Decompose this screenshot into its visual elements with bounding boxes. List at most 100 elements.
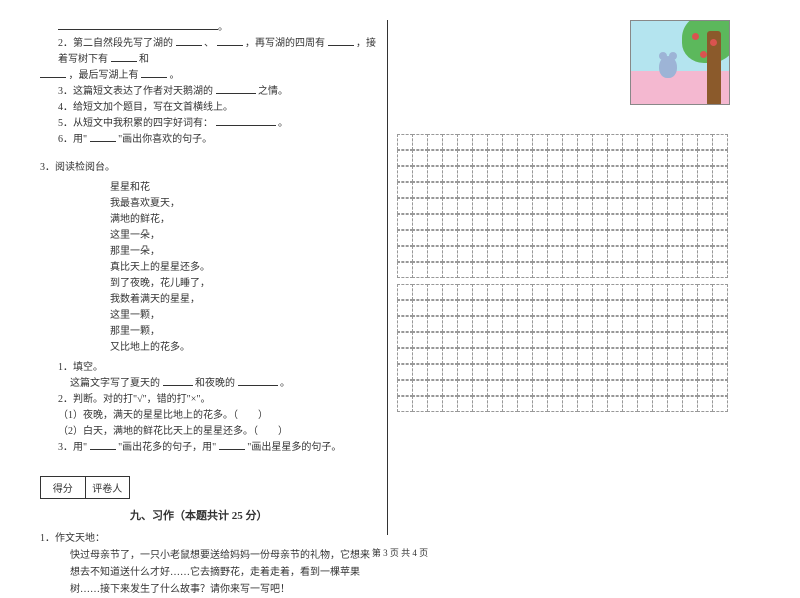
q6-line: 6．用" "画出你喜欢的句子。	[40, 132, 377, 148]
grid-row	[398, 151, 770, 167]
q5-end: 。	[278, 118, 288, 129]
grid-cell	[547, 134, 563, 150]
score-cell-1: 得分	[41, 477, 86, 498]
grid-cell	[532, 134, 548, 150]
grid-cell	[412, 316, 428, 332]
grid-cell	[397, 284, 413, 300]
grid-cell	[487, 364, 503, 380]
sub1-blank-2	[238, 376, 278, 386]
grid-cell	[517, 332, 533, 348]
grid-cell	[532, 230, 548, 246]
sub2-label: 2．判断。对的打"√"，错的打"×"。	[40, 392, 377, 408]
writing-grid-block-1	[398, 135, 770, 279]
grid-cell	[697, 214, 713, 230]
grid-cell	[637, 230, 653, 246]
sub3-c: "画出星星多的句子。	[247, 442, 341, 453]
grid-cell	[412, 166, 428, 182]
grid-cell	[667, 332, 683, 348]
grid-row	[398, 263, 770, 279]
grid-cell	[562, 332, 578, 348]
sub1-end: 。	[280, 378, 290, 389]
grid-cell	[532, 246, 548, 262]
grid-cell	[532, 300, 548, 316]
sub2-item: （2）白天，满地的鲜花比天上的星星还多。（ ）	[40, 424, 377, 440]
section-9-title: 九、习作（本题共计 25 分）	[40, 507, 377, 523]
reading-label: 3．阅读检阅台。	[40, 160, 377, 176]
grid-cell	[577, 214, 593, 230]
grid-cell	[577, 246, 593, 262]
grid-cell	[607, 262, 623, 278]
left-column: 。 2．第二自然段先写了湖的 、 ，再写湖的四周有 ，接着写树下有 和 ，最后写…	[40, 20, 388, 535]
grid-cell	[712, 284, 728, 300]
apple-icon	[710, 39, 717, 46]
grid-cell	[652, 332, 668, 348]
grid-cell	[427, 198, 443, 214]
grid-cell	[532, 150, 548, 166]
grid-cell	[652, 284, 668, 300]
grid-cell	[607, 246, 623, 262]
grid-cell	[592, 150, 608, 166]
grid-cell	[592, 134, 608, 150]
grid-cell	[622, 150, 638, 166]
grid-cell	[607, 332, 623, 348]
grid-cell	[577, 396, 593, 412]
grid-cell	[442, 380, 458, 396]
q3-text: 3．这篇短文表达了作者对天鹅湖的	[58, 86, 213, 97]
grid-cell	[412, 380, 428, 396]
grid-cell	[652, 364, 668, 380]
grid-cell	[562, 380, 578, 396]
poem-title: 星星和花	[40, 180, 377, 196]
grid-cell	[712, 166, 728, 182]
grid-cell	[442, 316, 458, 332]
grid-cell	[562, 348, 578, 364]
grid-row	[398, 183, 770, 199]
grid-cell	[667, 396, 683, 412]
grid-cell	[412, 230, 428, 246]
grid-cell	[637, 246, 653, 262]
grid-cell	[532, 262, 548, 278]
grid-cell	[607, 230, 623, 246]
grid-cell	[502, 166, 518, 182]
grid-cell	[487, 380, 503, 396]
grid-row	[398, 135, 770, 151]
grid-cell	[442, 262, 458, 278]
mouse-ear	[669, 52, 677, 60]
grid-cell	[607, 182, 623, 198]
grid-cell	[607, 284, 623, 300]
grid-cell	[517, 364, 533, 380]
grid-cell	[607, 364, 623, 380]
grid-row	[398, 365, 770, 381]
grid-cell	[472, 348, 488, 364]
sub3-line: 3．用" "画出花多的句子，用" "画出星星多的句子。	[40, 440, 377, 456]
grid-cell	[487, 396, 503, 412]
grid-cell	[712, 316, 728, 332]
grid-cell	[667, 348, 683, 364]
grid-cell	[397, 246, 413, 262]
grid-row	[398, 397, 770, 413]
sub1-label: 1．填空。	[40, 360, 377, 376]
q2-blank-1	[176, 36, 202, 46]
grid-cell	[412, 182, 428, 198]
grid-cell	[682, 380, 698, 396]
grid-cell	[592, 262, 608, 278]
grid-cell	[457, 134, 473, 150]
q3-end: 之情。	[258, 86, 288, 97]
grid-cell	[622, 348, 638, 364]
grid-cell	[487, 332, 503, 348]
grid-cell	[502, 364, 518, 380]
score-box: 得分 评卷人	[40, 476, 130, 499]
grid-cell	[682, 166, 698, 182]
grid-cell	[712, 150, 728, 166]
grid-cell	[487, 316, 503, 332]
q2-blank-6	[141, 68, 167, 78]
grid-cell	[397, 134, 413, 150]
grid-cell	[667, 134, 683, 150]
mouse-ear	[659, 52, 667, 60]
grid-cell	[592, 214, 608, 230]
grid-cell	[502, 316, 518, 332]
poem-line: 到了夜晚，花儿睡了，	[40, 276, 377, 292]
grid-cell	[652, 198, 668, 214]
grid-cell	[637, 380, 653, 396]
grid-cell	[457, 380, 473, 396]
grid-cell	[532, 348, 548, 364]
